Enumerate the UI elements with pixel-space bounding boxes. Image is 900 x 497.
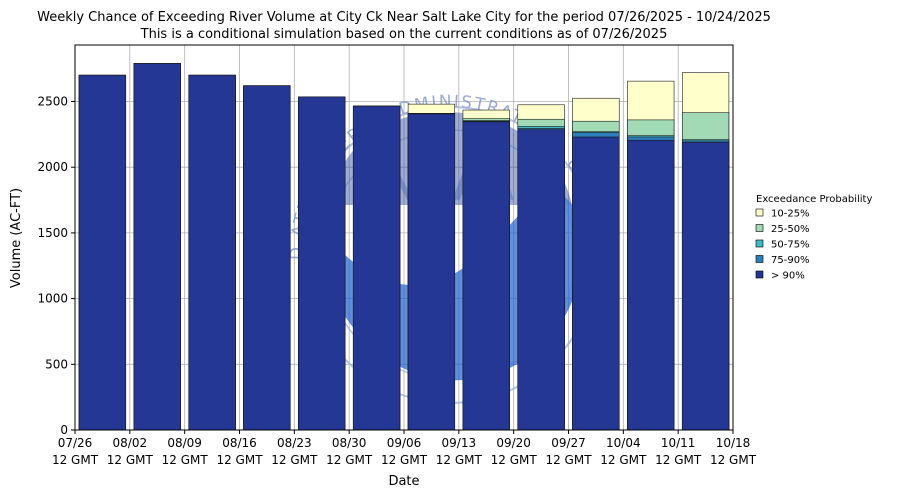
legend-title: Exceedance Probability — [756, 194, 872, 205]
x-axis-label: Date — [388, 474, 419, 489]
y-tick-label: 0 — [60, 423, 68, 437]
bar-90-week-5 — [298, 96, 346, 431]
x-tick-label-date: 10/11 — [661, 436, 696, 450]
x-tick-label-date: 09/27 — [551, 436, 586, 450]
legend-swatch — [755, 270, 764, 279]
bar-90-week-2 — [133, 63, 181, 431]
legend-swatch — [755, 208, 764, 217]
x-tick-label-time: 12 GMT — [326, 453, 373, 467]
y-tick-label: 2500 — [37, 95, 68, 109]
bar-90-week-11 — [627, 139, 675, 431]
x-tick-label-date: 08/16 — [222, 436, 257, 450]
legend: Exceedance Probability 10-25% 25-50% 50-75… — [755, 194, 872, 282]
legend-swatch — [755, 239, 764, 248]
x-tick-label-time: 12 GMT — [545, 453, 592, 467]
x-tick-label-date: 08/02 — [113, 436, 148, 450]
bar-90-week-10 — [572, 136, 620, 431]
x-tick-label-date: 09/13 — [442, 436, 477, 450]
legend-label: 75-90% — [771, 255, 810, 266]
legend-label: 50-75% — [771, 240, 810, 251]
x-tick-label-date: 10/04 — [606, 436, 641, 450]
x-tick-label-time: 12 GMT — [271, 453, 318, 467]
x-tick-label-time: 12 GMT — [52, 453, 99, 467]
x-tick-label-date: 08/30 — [332, 436, 367, 450]
bar-90-week-3 — [188, 74, 236, 431]
legend-label: 25-50% — [771, 224, 810, 235]
x-tick-label-time: 12 GMT — [216, 453, 263, 467]
y-tick-label: 1500 — [37, 226, 68, 240]
bar-90-week-12 — [681, 141, 730, 431]
y-tick-label: 2000 — [37, 160, 68, 174]
chart-subtitle: This is a conditional simulation based o… — [140, 27, 668, 42]
tick-labels: 0 500 1000 1500 2000 2500 07/26 12 GMT 08/02 12 G… — [37, 95, 756, 467]
x-tick-label-time: 12 GMT — [710, 453, 757, 467]
bar-90-week-4 — [243, 85, 291, 431]
bar-90-week-6 — [352, 105, 401, 431]
x-tick-label-date: 09/20 — [496, 436, 531, 450]
y-axis-label: Volume (AC-FT) — [9, 188, 24, 288]
legend-label: 10-25% — [771, 209, 810, 220]
axes — [71, 44, 734, 434]
y-tick-label: 1000 — [37, 292, 68, 306]
bar-90-week-8 — [462, 121, 510, 431]
x-tick-label-time: 12 GMT — [600, 453, 647, 467]
bar-90-week-7 — [407, 113, 456, 431]
x-tick-label-time: 12 GMT — [436, 453, 483, 467]
x-tick-label-date: 10/18 — [716, 436, 751, 450]
x-tick-label-time: 12 GMT — [162, 453, 209, 467]
y-tick-label: 500 — [45, 357, 68, 371]
x-tick-label-date: 08/09 — [167, 436, 202, 450]
bar-90-week-1 — [78, 74, 127, 431]
legend-swatch — [755, 255, 764, 263]
chart-title: Weekly Chance of Exceeding River Volume … — [37, 10, 771, 25]
x-tick-label-date: 09/06 — [387, 436, 422, 450]
x-tick-label-time: 12 GMT — [491, 453, 538, 467]
x-tick-label-time: 12 GMT — [107, 453, 154, 467]
bar-90-week-9 — [517, 129, 565, 431]
legend-label: > 90% — [771, 271, 805, 282]
bars — [78, 63, 730, 431]
x-tick-label-time: 12 GMT — [655, 453, 702, 467]
legend-swatch — [755, 224, 764, 232]
x-tick-label-date: 08/23 — [277, 436, 312, 450]
x-tick-label-time: 12 GMT — [381, 453, 428, 467]
x-tick-label-date: 07/26 — [58, 436, 93, 450]
